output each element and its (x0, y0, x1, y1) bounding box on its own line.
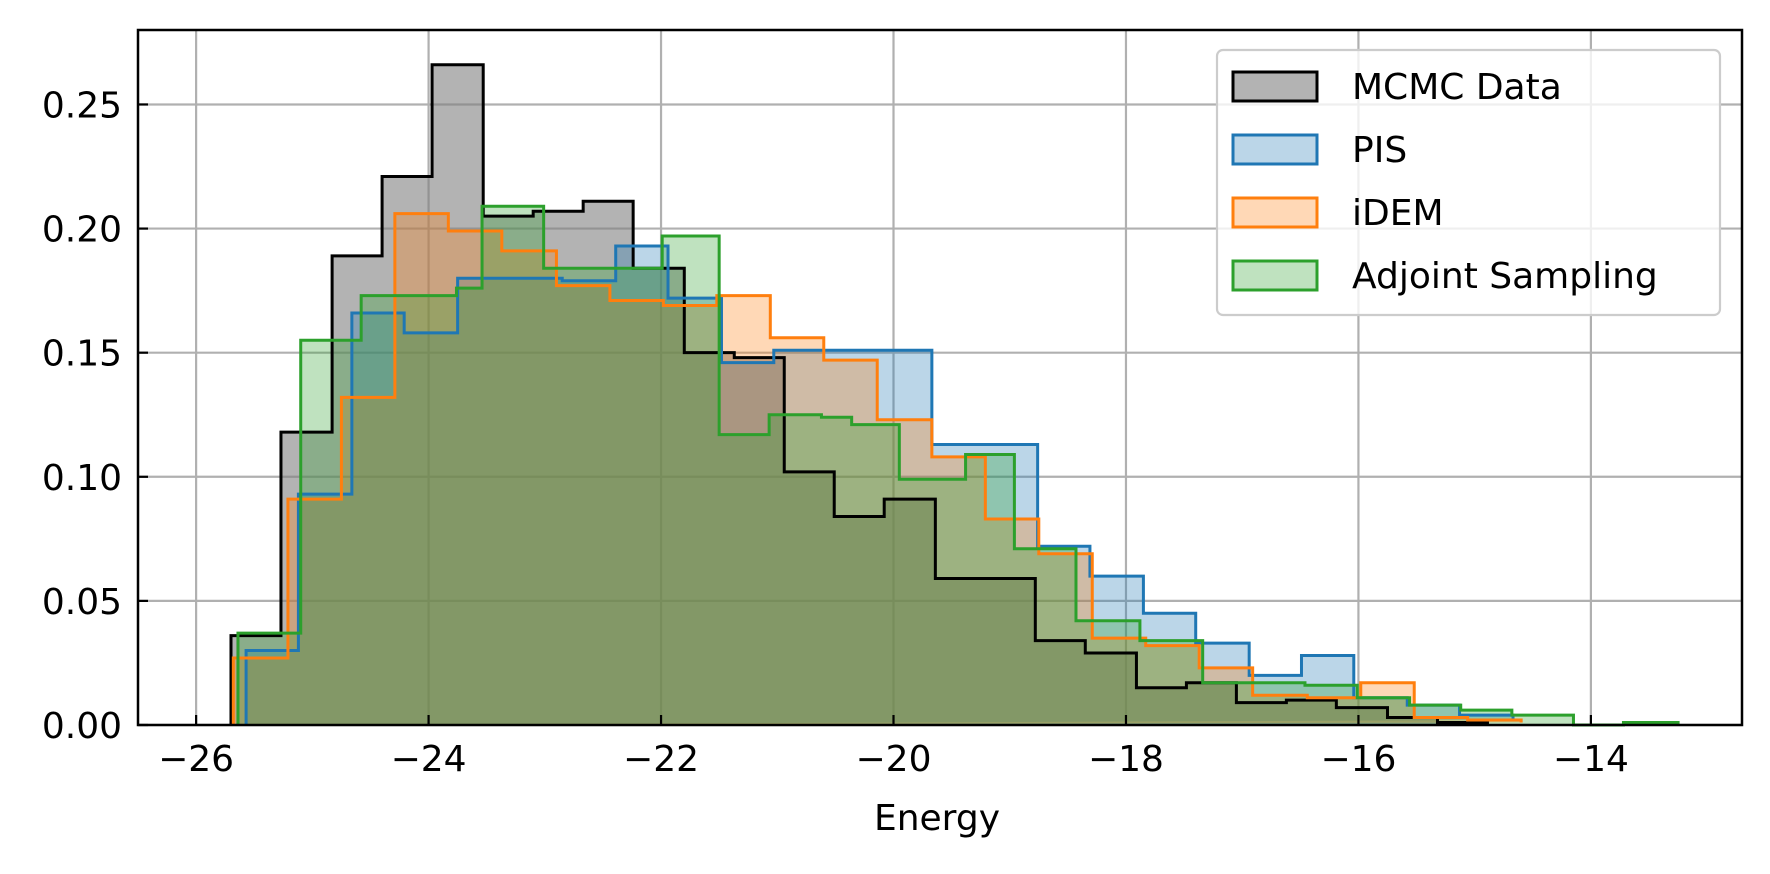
legend-swatch-2 (1231, 196, 1319, 229)
x-axis-label: Energy (874, 798, 1000, 839)
x-tick-label-5: −16 (1320, 739, 1396, 780)
series-outline-2 (231, 212, 1523, 725)
legend-label-2: iDEM (1352, 193, 1444, 234)
y-tick-label-0: 0.00 (42, 706, 122, 747)
plot-frame (136, 28, 1744, 727)
series-2 (233, 213, 1522, 725)
legend: MCMC Data PIS iDEM Adjoint Sampling (1215, 48, 1722, 317)
y-tick-label-2: 0.10 (42, 458, 122, 499)
legend-swatch-1 (1231, 133, 1319, 166)
legend-swatch-3 (1231, 259, 1319, 292)
y-tick-label-1: 0.05 (42, 582, 122, 623)
series-1 (246, 245, 1514, 726)
x-tick-label-1: −24 (391, 739, 467, 780)
legend-box (1215, 48, 1722, 317)
legend-label-3: Adjoint Sampling (1352, 256, 1658, 297)
legend-label-1: PIS (1352, 130, 1407, 171)
legend-swatch-0 (1231, 70, 1319, 103)
series-3 (237, 206, 1679, 725)
series-fill-3 (237, 206, 1679, 725)
y-tick-label-3: 0.15 (42, 334, 122, 375)
x-tick-label-4: −18 (1088, 739, 1164, 780)
series-outline-1 (244, 244, 1515, 725)
histogram-series (229, 63, 1680, 727)
series-fill-1 (246, 245, 1514, 726)
x-tick-label-2: −22 (623, 739, 699, 780)
series-fill-2 (233, 213, 1522, 725)
x-tick-label-3: −20 (856, 739, 932, 780)
series-outline-0 (229, 63, 1489, 725)
x-tick-label-6: −14 (1553, 739, 1629, 780)
axes: −26 −24 −22 −20 −18 −16 −14 0.00 0.05 0.10 0.15 0.2… (42, 28, 1744, 839)
y-tick-label-4: 0.20 (42, 210, 122, 251)
y-tick-label-5: 0.25 (42, 85, 122, 126)
legend-label-0: MCMC Data (1352, 67, 1562, 108)
x-tick-label-0: −26 (158, 739, 234, 780)
series-outline-3 (236, 204, 1680, 727)
